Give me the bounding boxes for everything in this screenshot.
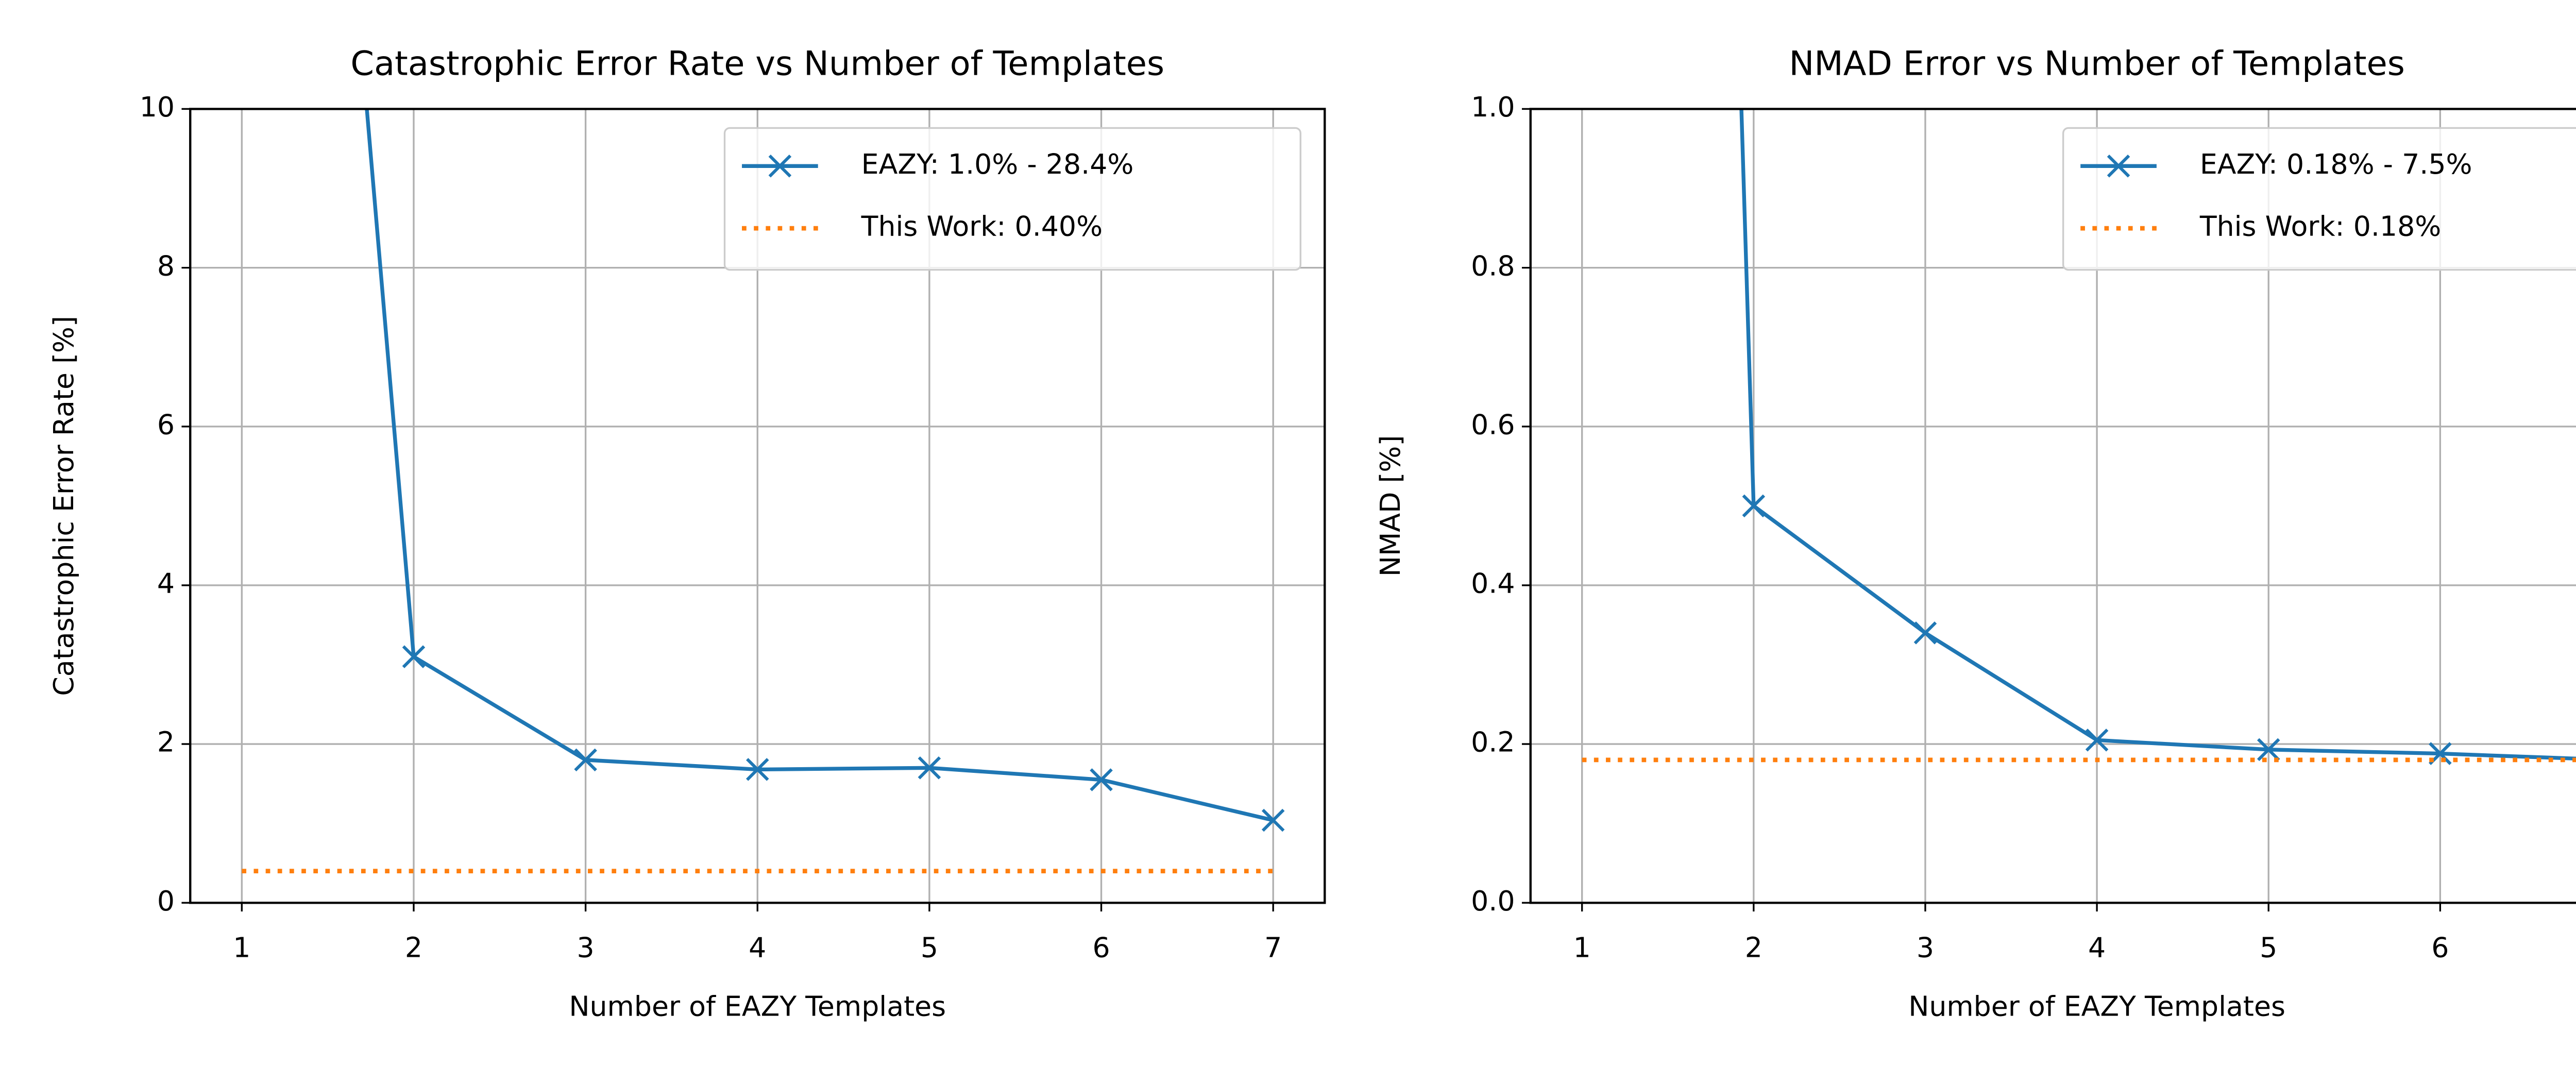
chart-title: Catastrophic Error Rate vs Number of Tem… — [350, 44, 1164, 83]
chart-title: NMAD Error vs Number of Templates — [1789, 44, 2405, 83]
legend-marker — [768, 154, 792, 178]
y-tick-label: 1.0 — [1471, 91, 1515, 123]
chart: 1 2 3 4 5 6 7 0 2 4 6 8 10 Catastrophic Error Rate vs… — [47, 44, 1326, 1023]
legend-box — [723, 127, 1301, 271]
legend-label: This Work: 0.40% — [861, 210, 1103, 243]
axes-frame — [1529, 108, 2576, 904]
marker — [1913, 621, 1937, 645]
legend-marker — [2107, 154, 2130, 178]
x-tick-label: 1 — [233, 932, 250, 964]
y-tick-label: 10 — [140, 91, 175, 123]
y-tick-label: 0.8 — [1471, 249, 1515, 282]
marker — [1090, 768, 1113, 791]
marker — [1742, 494, 1766, 518]
legend-box — [2062, 127, 2576, 271]
x-tick-label: 3 — [1917, 932, 1934, 964]
x-tick-label: 2 — [1745, 932, 1762, 964]
x-axis-label: Number of EAZY Templates — [569, 990, 946, 1023]
y-tick-label: 0.6 — [1471, 408, 1515, 441]
marker — [574, 748, 597, 772]
marker — [402, 645, 426, 668]
y-tick-label: 0.4 — [1471, 567, 1515, 600]
y-tick-label: 0 — [157, 885, 175, 917]
legend: EAZY: 1.0% - 28.4% This Work: 0.40% — [723, 127, 1301, 271]
y-axis-label: Catastrophic Error Rate [%] — [47, 316, 80, 696]
x-tick-label: 4 — [749, 932, 766, 964]
marker — [2085, 729, 2109, 752]
marker — [1261, 808, 1285, 832]
x-tick-label: 6 — [1092, 932, 1110, 964]
x-tick-label: 2 — [405, 932, 422, 964]
legend-label: EAZY: 0.18% - 7.5% — [2200, 148, 2472, 180]
y-tick-label: 2 — [157, 726, 175, 758]
y-tick-label: 0.0 — [1471, 885, 1515, 917]
legend: EAZY: 0.18% - 7.5% This Work: 0.18% — [2062, 127, 2576, 271]
plot-area — [1582, 109, 2576, 765]
legend-label: This Work: 0.18% — [2199, 210, 2441, 243]
marker — [745, 758, 769, 781]
y-tick-label: 6 — [157, 408, 175, 441]
marker — [2257, 738, 2280, 762]
y-tick-label: 0.2 — [1471, 726, 1515, 758]
legend-label: EAZY: 1.0% - 28.4% — [861, 148, 1134, 180]
x-tick-label: 4 — [2088, 932, 2106, 964]
axes-frame — [189, 108, 1326, 904]
x-tick-label: 5 — [921, 932, 938, 964]
y-tick-label: 8 — [157, 249, 175, 282]
x-tick-label: 5 — [2260, 932, 2277, 964]
x-tick-label: 1 — [1573, 932, 1591, 964]
x-tick-label: 3 — [577, 932, 595, 964]
series-line — [1739, 109, 2576, 761]
x-axis-label: Number of EAZY Templates — [1908, 990, 2285, 1023]
marker — [918, 756, 941, 780]
x-tick-label: 7 — [1264, 932, 1282, 964]
x-tick-label: 6 — [2431, 932, 2449, 964]
y-axis-label: NMAD [%] — [1374, 435, 1406, 577]
y-tick-label: 4 — [157, 567, 175, 600]
plot-area — [242, 109, 1285, 873]
